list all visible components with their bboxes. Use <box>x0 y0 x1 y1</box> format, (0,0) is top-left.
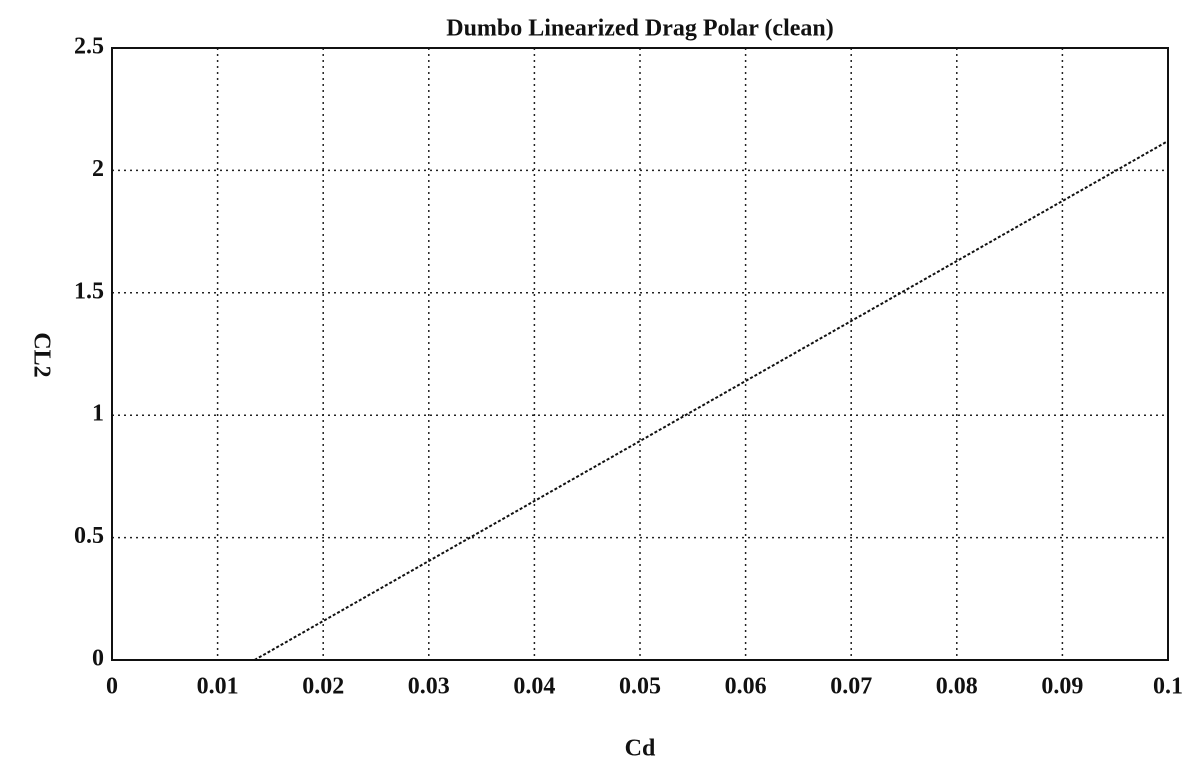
x-tick-label: 0.02 <box>302 674 344 700</box>
y-tick-label: 1.5 <box>74 278 104 304</box>
x-tick-label: 0.07 <box>830 674 872 700</box>
data-line <box>254 140 1169 661</box>
y-tick-label: 0.5 <box>74 523 104 549</box>
x-tick-label: 0.09 <box>1041 674 1083 700</box>
y-axis-label: CL2 <box>28 332 54 377</box>
x-tick-label: 0.04 <box>513 674 555 700</box>
x-tick-label: 0.1 <box>1153 674 1183 700</box>
x-tick-label: 0.05 <box>619 674 661 700</box>
x-axis-label: Cd <box>625 736 656 762</box>
y-tick-label: 0 <box>92 646 104 672</box>
x-tick-label: 0.06 <box>725 674 767 700</box>
y-tick-label: 2.5 <box>74 34 104 60</box>
x-tick-label: 0.03 <box>408 674 450 700</box>
y-tick-label: 1 <box>92 401 104 427</box>
x-tick-label: 0.01 <box>197 674 239 700</box>
chart-title: Dumbo Linearized Drag Polar (clean) <box>446 16 834 42</box>
y-tick-label: 2 <box>92 156 104 182</box>
x-tick-label: 0.08 <box>936 674 978 700</box>
x-tick-label: 0 <box>106 674 118 700</box>
plot-frame <box>111 47 1169 661</box>
